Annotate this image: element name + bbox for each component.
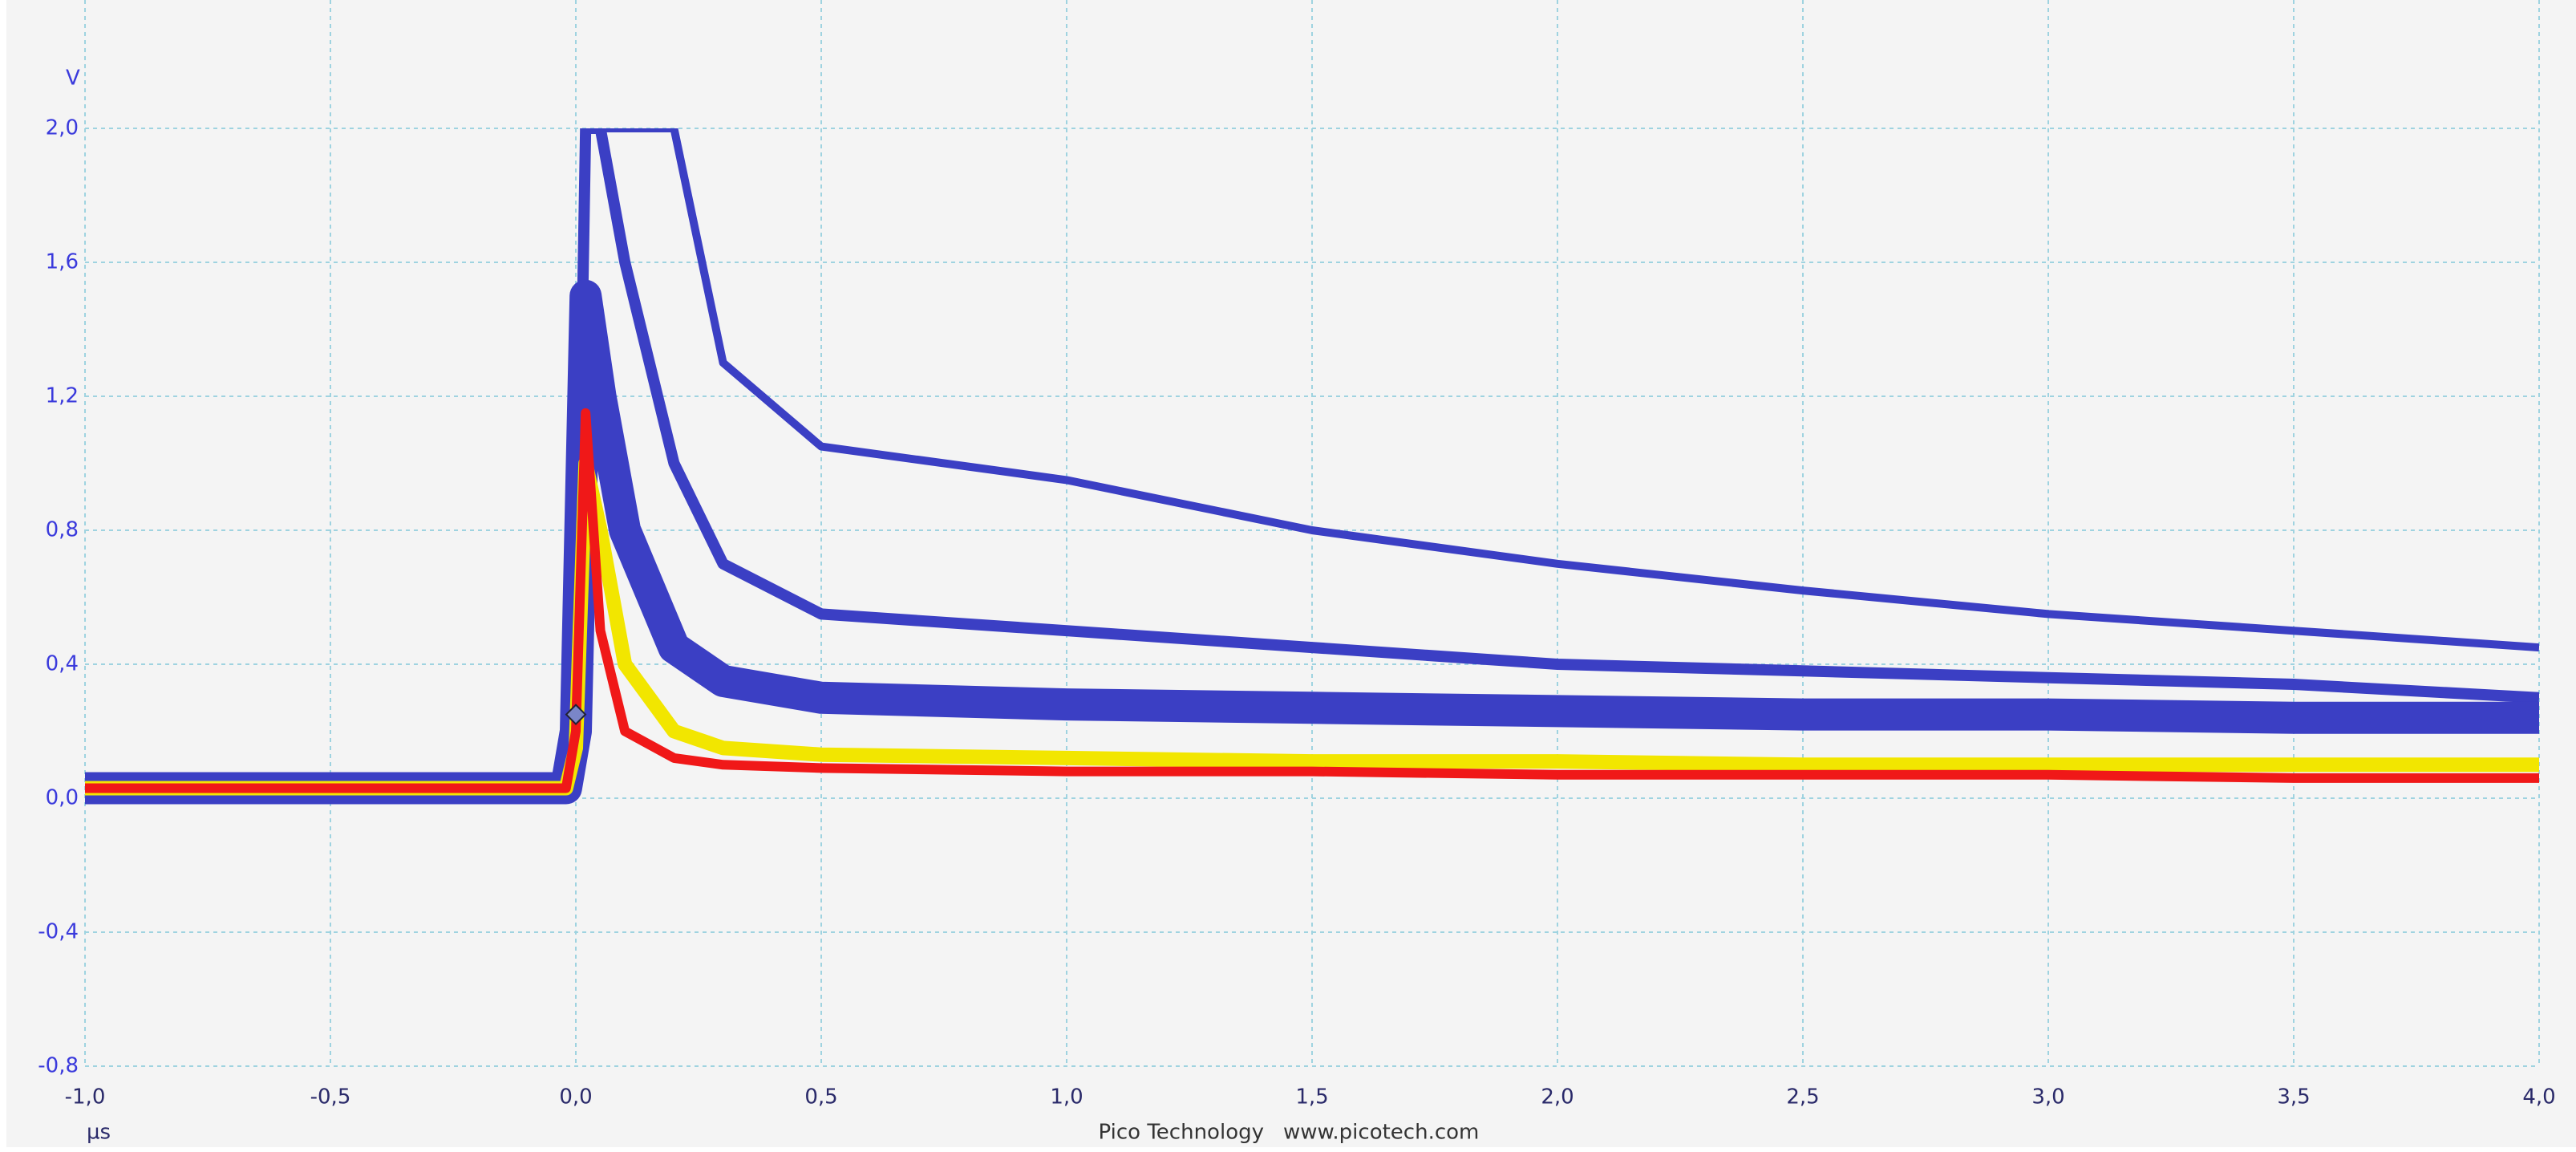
trigger-marker	[565, 704, 587, 726]
y-tick-label: 1,2	[46, 384, 79, 408]
y-unit: V	[66, 67, 80, 91]
x-tick-label: 1,0	[1050, 1085, 1083, 1109]
y-tick-label: -0,4	[38, 920, 79, 944]
x-tick-label: 4,0	[2522, 1085, 2555, 1109]
x-tick-label: -0,5	[310, 1085, 351, 1109]
trace	[85, 408, 2539, 793]
y-tick-label: 2,0	[46, 116, 79, 140]
y-tick-label: 0,0	[46, 786, 79, 810]
y-tick-label: 1,6	[46, 250, 79, 274]
x-tick-label: -1,0	[65, 1085, 106, 1109]
x-tick-label: 3,5	[2277, 1085, 2310, 1109]
y-tick-label: -0,8	[38, 1054, 79, 1078]
x-tick-label: 3,0	[2031, 1085, 2064, 1109]
chart-background	[6, 0, 2576, 1147]
x-unit: µs	[87, 1121, 111, 1145]
footer-company: Pico Technology	[1099, 1121, 1264, 1145]
footer-url: www.picotech.com	[1283, 1121, 1479, 1145]
y-tick-label: 0,8	[46, 518, 79, 542]
x-tick-label: 1,5	[1295, 1085, 1328, 1109]
y-tick-label: 0,4	[46, 652, 79, 676]
x-tick-label: 2,0	[1541, 1085, 1574, 1109]
x-tick-label: 0,0	[559, 1085, 592, 1109]
x-tick-label: 0,5	[804, 1085, 837, 1109]
x-tick-label: 2,5	[1786, 1085, 1819, 1109]
